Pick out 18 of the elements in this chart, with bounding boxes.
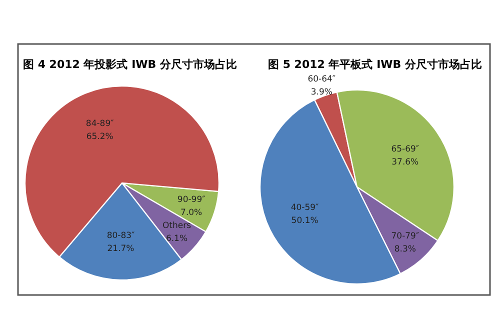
slice-label: 80-83″ bbox=[106, 231, 135, 242]
chart-title: 图 4 2012 年投影式 IWB 分尺寸市场占比 bbox=[22, 58, 238, 71]
slice-label: 40-59″ bbox=[290, 202, 319, 213]
data-label: 7.0% bbox=[180, 208, 202, 218]
slice-label: 90-99″ bbox=[177, 194, 206, 205]
slice-label: 65-69″ bbox=[391, 144, 420, 154]
slice-label: Others bbox=[162, 220, 192, 231]
slice-label: 70-79″ bbox=[391, 231, 420, 242]
slice-label: 60-64″ bbox=[308, 74, 336, 84]
chart-title: 图 5 2012 年平板式 IWB 分尺寸市场占比 bbox=[268, 58, 482, 71]
data-label: 37.6% bbox=[392, 157, 419, 168]
slice-label: 84-89″ bbox=[86, 119, 114, 130]
data-label: 3.9% bbox=[310, 87, 332, 98]
data-label: 6.1% bbox=[166, 234, 188, 244]
data-label: 21.7% bbox=[107, 244, 134, 254]
data-label: 50.1% bbox=[291, 216, 318, 226]
data-label: 65.2% bbox=[86, 132, 114, 142]
data-label: 8.3% bbox=[394, 244, 416, 254]
